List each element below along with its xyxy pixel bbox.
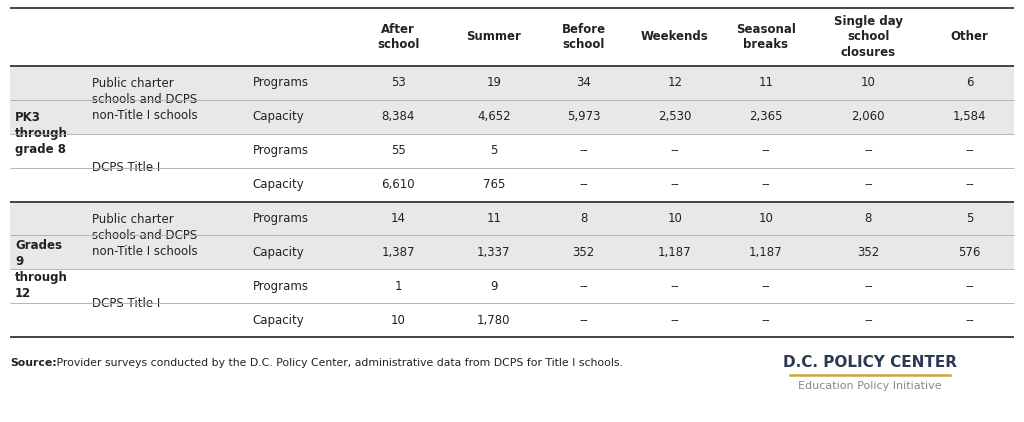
Text: DCPS Title I: DCPS Title I <box>92 297 161 310</box>
Text: Programs: Programs <box>253 280 309 293</box>
Text: 1,780: 1,780 <box>477 314 511 327</box>
Text: Capacity: Capacity <box>253 314 304 327</box>
Text: 53: 53 <box>391 76 406 89</box>
Text: Public charter
schools and DCPS
non-Title I schools: Public charter schools and DCPS non-Titl… <box>92 77 198 122</box>
Text: 2,365: 2,365 <box>750 110 782 123</box>
Text: Programs: Programs <box>253 144 309 157</box>
Text: 9: 9 <box>490 280 498 293</box>
Text: 1: 1 <box>394 280 401 293</box>
Text: 2,060: 2,060 <box>852 110 885 123</box>
Text: 5: 5 <box>966 212 973 225</box>
Text: PK3
through
grade 8: PK3 through grade 8 <box>15 111 68 156</box>
Text: 1,584: 1,584 <box>953 110 986 123</box>
Text: 11: 11 <box>759 76 773 89</box>
Text: 352: 352 <box>572 246 595 259</box>
Text: 14: 14 <box>391 212 406 225</box>
Text: DCPS Title I: DCPS Title I <box>92 161 161 174</box>
Text: 10: 10 <box>861 76 876 89</box>
Text: --: -- <box>580 144 588 157</box>
Bar <box>10 134 1014 168</box>
Text: 5,973: 5,973 <box>567 110 600 123</box>
Text: 1,187: 1,187 <box>749 246 782 259</box>
Text: 4,652: 4,652 <box>477 110 511 123</box>
Text: Weekends: Weekends <box>641 30 709 43</box>
Bar <box>10 100 1014 134</box>
Text: 11: 11 <box>486 212 502 225</box>
Text: Capacity: Capacity <box>253 110 304 123</box>
Text: Single day
school
closures: Single day school closures <box>834 16 903 59</box>
Text: Seasonal
breaks: Seasonal breaks <box>736 23 796 51</box>
Text: After
school: After school <box>377 23 420 51</box>
Text: --: -- <box>671 144 679 157</box>
Text: Grades
9
through
12: Grades 9 through 12 <box>15 239 68 300</box>
Text: --: -- <box>864 314 872 327</box>
Text: 8: 8 <box>864 212 872 225</box>
Bar <box>10 8 1014 66</box>
Text: --: -- <box>671 314 679 327</box>
Text: 8,384: 8,384 <box>382 110 415 123</box>
Text: 1,337: 1,337 <box>477 246 511 259</box>
Text: --: -- <box>580 280 588 293</box>
Text: --: -- <box>966 314 974 327</box>
Text: --: -- <box>580 178 588 191</box>
Text: Provider surveys conducted by the D.C. Policy Center, administrative data from D: Provider surveys conducted by the D.C. P… <box>53 358 623 368</box>
Text: --: -- <box>762 144 770 157</box>
Text: --: -- <box>966 280 974 293</box>
Text: Summer: Summer <box>466 30 521 43</box>
Text: 10: 10 <box>668 212 682 225</box>
Text: --: -- <box>671 280 679 293</box>
Text: 2,530: 2,530 <box>658 110 691 123</box>
Text: 352: 352 <box>857 246 880 259</box>
Text: 10: 10 <box>391 314 406 327</box>
Text: --: -- <box>864 144 872 157</box>
Text: Programs: Programs <box>253 212 309 225</box>
Text: --: -- <box>580 314 588 327</box>
Text: 19: 19 <box>486 76 502 89</box>
Text: 10: 10 <box>759 212 773 225</box>
Text: --: -- <box>864 280 872 293</box>
Text: Capacity: Capacity <box>253 178 304 191</box>
Text: 1,187: 1,187 <box>658 246 691 259</box>
Text: Other: Other <box>950 30 988 43</box>
Text: 5: 5 <box>490 144 498 157</box>
Text: Before
school: Before school <box>561 23 606 51</box>
Text: --: -- <box>966 144 974 157</box>
Text: 8: 8 <box>580 212 588 225</box>
Text: --: -- <box>966 178 974 191</box>
Bar <box>10 201 1014 235</box>
Text: 576: 576 <box>958 246 981 259</box>
Text: 1,387: 1,387 <box>381 246 415 259</box>
Text: --: -- <box>762 314 770 327</box>
Text: 12: 12 <box>668 76 682 89</box>
Text: 6: 6 <box>966 76 974 89</box>
Text: 6,610: 6,610 <box>381 178 415 191</box>
Bar <box>10 303 1014 337</box>
Text: 55: 55 <box>391 144 406 157</box>
Bar <box>10 235 1014 269</box>
Text: Capacity: Capacity <box>253 246 304 259</box>
Bar <box>10 168 1014 201</box>
Text: 765: 765 <box>482 178 505 191</box>
Text: --: -- <box>762 178 770 191</box>
Bar <box>10 269 1014 303</box>
Text: Programs: Programs <box>253 76 309 89</box>
Text: Public charter
schools and DCPS
non-Title I schools: Public charter schools and DCPS non-Titl… <box>92 213 198 258</box>
Text: 34: 34 <box>577 76 591 89</box>
Text: --: -- <box>864 178 872 191</box>
Text: --: -- <box>671 178 679 191</box>
Text: --: -- <box>762 280 770 293</box>
Bar <box>10 66 1014 100</box>
Text: Education Policy Initiative: Education Policy Initiative <box>798 381 942 391</box>
Text: D.C. POLICY CENTER: D.C. POLICY CENTER <box>783 355 957 370</box>
Text: Source:: Source: <box>10 358 56 368</box>
